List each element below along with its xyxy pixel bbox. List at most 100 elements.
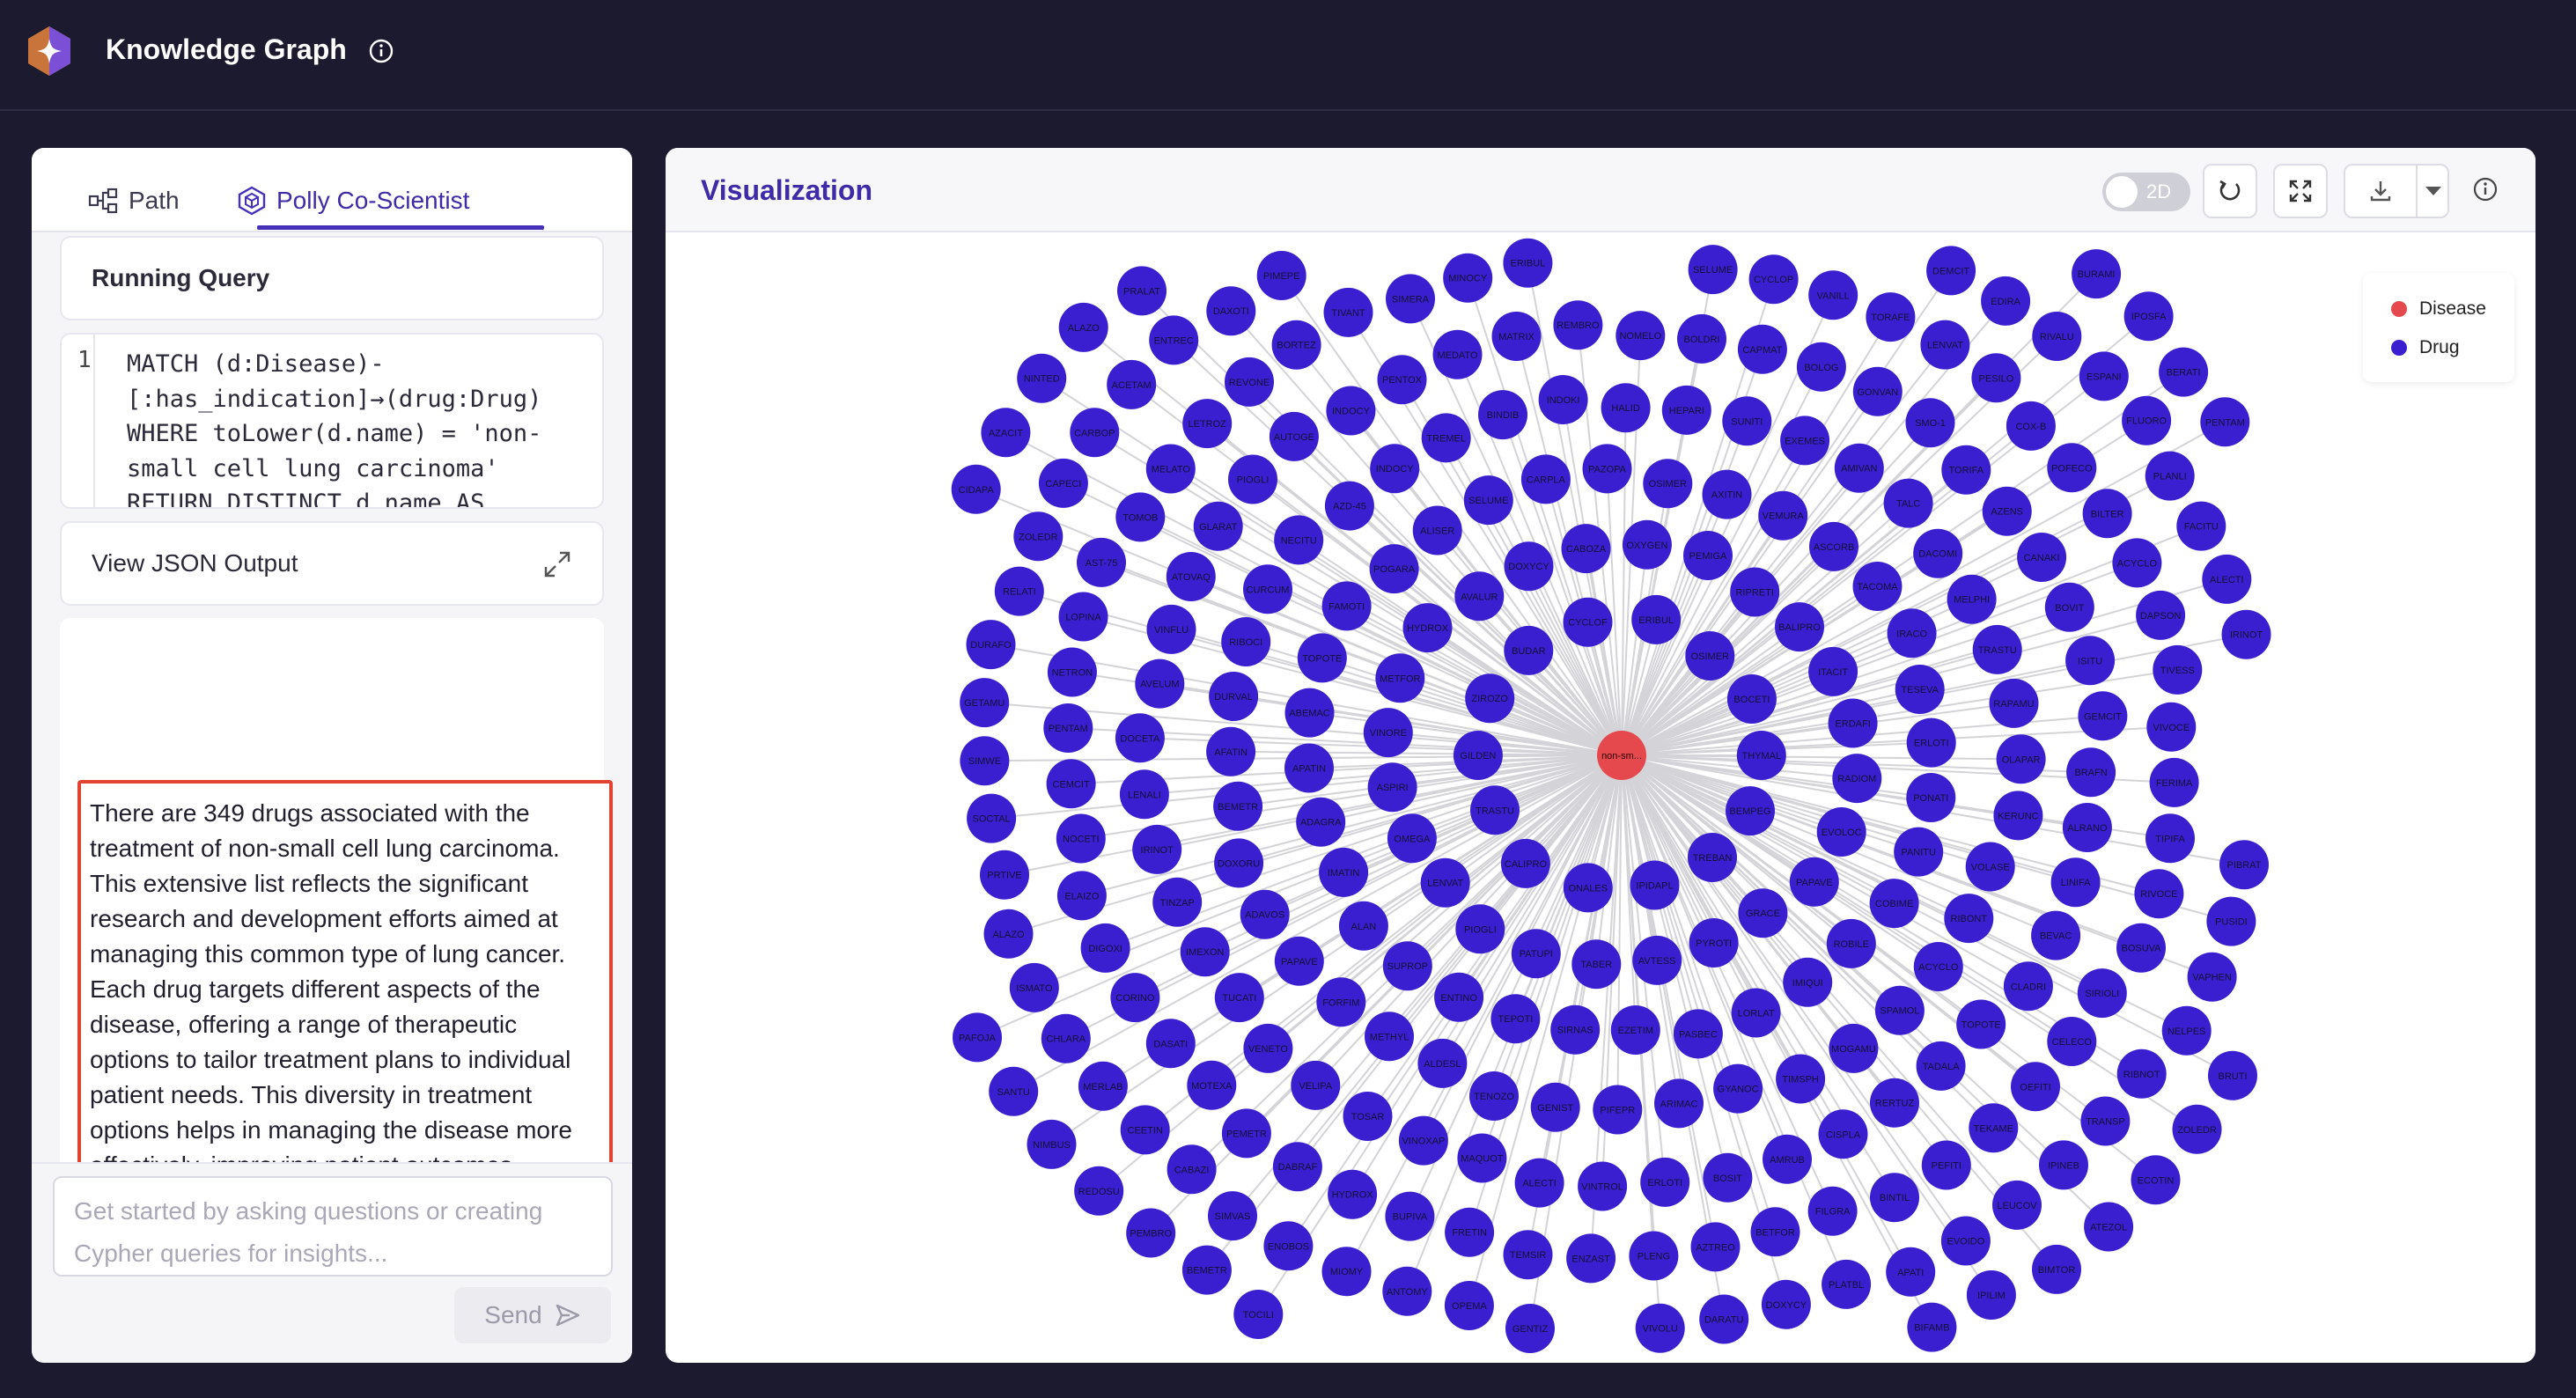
drug-node[interactable]: AVELUM [1135, 659, 1185, 709]
drug-node[interactable]: FILGRA [1807, 1186, 1858, 1236]
drug-node[interactable]: MELPHI [1947, 574, 1997, 624]
download-button[interactable] [2345, 166, 2416, 217]
drug-node[interactable]: VENETO [1243, 1023, 1293, 1073]
drug-node[interactable]: VOLASE [1965, 842, 2015, 892]
drug-node[interactable]: TIVANT [1323, 287, 1373, 337]
drug-node[interactable]: LENVAT [1420, 857, 1470, 908]
drug-node[interactable]: CAPMAT [1737, 324, 1787, 374]
drug-node[interactable]: BEMETR [1181, 1245, 1232, 1295]
drug-node[interactable]: ALAZO [983, 909, 1034, 959]
drug-node[interactable]: TEKAME [1969, 1103, 2019, 1153]
drug-node[interactable]: DACOMI [1913, 528, 1963, 578]
drug-node[interactable]: METHYL [1365, 1012, 1414, 1062]
drug-node[interactable]: BUPIVA [1385, 1191, 1435, 1241]
drug-node[interactable]: VIVOLU [1635, 1303, 1685, 1353]
drug-node[interactable]: CYCLOF [1563, 597, 1613, 647]
drug-node[interactable]: OPEMA [1444, 1281, 1494, 1330]
drug-node[interactable]: RIBNOT [2116, 1048, 2167, 1099]
drug-node[interactable]: NELPES [2161, 1005, 2212, 1056]
drug-node[interactable]: TRASTU [1470, 785, 1520, 835]
drug-node[interactable]: PASBEC [1673, 1009, 1723, 1059]
drug-node[interactable]: THYMAL [1736, 731, 1786, 780]
knowledge-graph-canvas[interactable]: THYMAL BEMPEG TREBAN IPIDAPL ONALES CALIPRO TR… [666, 232, 2536, 1363]
drug-node[interactable]: CYCLOP [1748, 254, 1799, 305]
drug-node[interactable]: DURVAL [1209, 672, 1259, 721]
drug-node[interactable]: ATOVAQ [1166, 552, 1216, 601]
drug-node[interactable]: RADIOM [1832, 754, 1882, 804]
drug-node[interactable]: TOPOTE [1956, 999, 2006, 1049]
drug-node[interactable]: BIFAMB [1907, 1302, 1957, 1352]
drug-node[interactable]: ZOLEDR [1013, 511, 1064, 562]
drug-node[interactable]: TIPIFA [2145, 813, 2195, 864]
drug-node[interactable]: ITACIT [1808, 646, 1858, 696]
drug-node[interactable]: DAXOTI [1206, 286, 1256, 336]
info-icon[interactable] [2472, 176, 2499, 202]
drug-node[interactable]: PAPAVE [1789, 857, 1839, 907]
drug-node[interactable]: NINTED [1017, 353, 1067, 403]
drug-node[interactable]: BIMTOR [2032, 1244, 2081, 1294]
drug-node[interactable]: BOVIT [2044, 582, 2094, 632]
drug-node[interactable]: PAFOJA [953, 1012, 1002, 1063]
drug-node[interactable]: GLARAT [1193, 501, 1243, 551]
running-query-card[interactable]: Running Query [60, 236, 604, 320]
drug-node[interactable]: CABOZA [1561, 524, 1611, 574]
drug-node[interactable]: IPINEB [2039, 1140, 2088, 1190]
drug-node[interactable]: ISITU [2065, 636, 2116, 686]
drug-node[interactable]: LEUCOV [1992, 1180, 2042, 1230]
drug-node[interactable]: ERIBUL [1631, 594, 1682, 644]
drug-node[interactable]: TRANSP [2080, 1096, 2131, 1146]
drug-node[interactable]: METFOR [1375, 653, 1425, 703]
drug-node[interactable]: ALAZO [1058, 302, 1108, 352]
drug-node[interactable]: RAPAMU [1989, 678, 2039, 728]
drug-node[interactable]: ALRANO [2062, 803, 2112, 852]
drug-node[interactable]: FERIMA [2149, 757, 2199, 807]
view-json-output-button[interactable]: View JSON Output [60, 521, 604, 606]
drug-node[interactable]: SOCTAL [967, 793, 1017, 843]
drug-node[interactable]: GETAMU [960, 678, 1010, 728]
drug-node[interactable]: TEPOTI [1490, 994, 1541, 1044]
drug-node[interactable]: FACITU [2176, 501, 2226, 551]
drug-node[interactable]: RIVOCE [2134, 869, 2184, 919]
drug-node[interactable]: CORINO [1110, 973, 1160, 1023]
drug-node[interactable]: TALC [1883, 478, 1933, 528]
drug-node[interactable]: VINOXAP [1398, 1115, 1448, 1166]
drug-node[interactable]: CIDAPA [951, 464, 1001, 514]
disease-node[interactable]: non-sm... [1597, 731, 1646, 780]
drug-node[interactable]: MAQUOT [1457, 1133, 1507, 1183]
drug-node[interactable]: IMEXON [1180, 927, 1230, 977]
drug-node[interactable]: BOLOG [1796, 342, 1846, 392]
drug-node[interactable]: PEMETR [1221, 1108, 1271, 1159]
drug-node[interactable]: RIBONT [1944, 894, 1994, 944]
drug-node[interactable]: PIBRAT [2219, 840, 2269, 890]
drug-node[interactable]: SUNITI [1722, 396, 1772, 446]
drug-node[interactable]: DASATI [1145, 1019, 1196, 1069]
drug-node[interactable]: ERLOTI [1640, 1157, 1690, 1207]
drug-node[interactable]: SELUME [1463, 475, 1513, 526]
drug-node[interactable]: PIFEPR [1593, 1085, 1643, 1135]
drug-node[interactable]: ARIMAC [1654, 1078, 1704, 1129]
drug-node[interactable]: AFATIN [1206, 726, 1256, 776]
drug-node[interactable]: ERLOTI [1906, 717, 1956, 768]
drug-node[interactable]: AZD-45 [1324, 481, 1374, 531]
drug-node[interactable]: RIPRETI [1730, 567, 1780, 617]
drug-node[interactable]: LINIFA [2050, 857, 2101, 908]
drug-node[interactable]: ACETAM [1107, 359, 1157, 409]
drug-node[interactable]: ATEZOL [2084, 1202, 2134, 1252]
drug-node[interactable]: PONATI [1906, 773, 1956, 822]
drug-node[interactable]: PIMEPE [1256, 251, 1306, 300]
drug-node[interactable]: ENZAST [1566, 1233, 1616, 1284]
drug-node[interactable]: ENOBOS [1263, 1221, 1314, 1271]
drug-node[interactable]: VINTROL [1578, 1161, 1628, 1211]
drug-node[interactable]: TREBAN [1688, 833, 1737, 882]
drug-node[interactable]: TOMOB [1115, 492, 1166, 542]
drug-node[interactable]: EZETIM [1610, 1005, 1660, 1055]
drug-node[interactable]: EVOLOC [1816, 807, 1866, 857]
drug-node[interactable]: ECOTIN [2131, 1155, 2181, 1205]
drug-node[interactable]: TOSAR [1343, 1092, 1393, 1141]
drug-node[interactable]: IMIQUI [1783, 957, 1833, 1007]
drug-node[interactable]: BORTEZ [1271, 320, 1321, 370]
drug-node[interactable]: DOCETA [1115, 713, 1165, 763]
drug-node[interactable]: ELAIZO [1056, 871, 1107, 921]
drug-node[interactable]: HYDROX [1402, 603, 1453, 653]
drug-node[interactable]: ALECTI [1514, 1158, 1564, 1208]
